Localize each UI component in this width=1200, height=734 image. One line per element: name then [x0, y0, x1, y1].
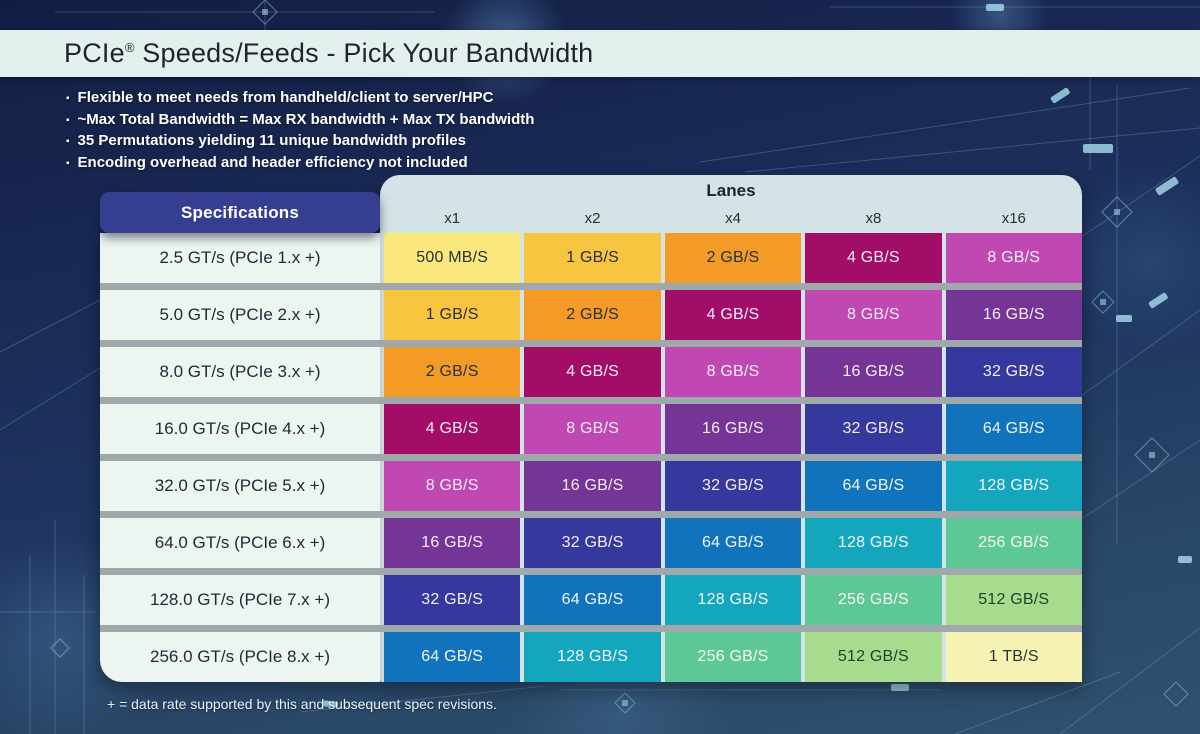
bandwidth-cell: 2 GB/S	[524, 290, 661, 340]
table-row: 8.0 GT/s (PCIe 3.x +) 2 GB/S 4 GB/S 8 GB/S 1…	[100, 347, 1082, 397]
lane-column-label: x2	[584, 209, 601, 227]
bandwidth-cell: 8 GB/S	[524, 404, 661, 454]
lane-column-label: x1	[444, 209, 461, 227]
lanes-header: Lanes	[706, 181, 756, 200]
table-row: 64.0 GT/s (PCIe 6.x +) 16 GB/S 32 GB/S 64 G…	[100, 518, 1082, 568]
bandwidth-cell: 8 GB/S	[384, 461, 521, 511]
bandwidth-cell: 128 GB/S	[945, 461, 1082, 511]
bandwidth-cell: 8 GB/S	[664, 347, 802, 397]
footnote: + = data rate supported by this and subs…	[107, 696, 497, 712]
bandwidth-cell: 64 GB/S	[664, 518, 802, 568]
bandwidth-cell: 32 GB/S	[384, 575, 521, 625]
bandwidth-cell: 256 GB/S	[805, 575, 942, 625]
bandwidth-cell: 1 GB/S	[384, 290, 521, 340]
bandwidth-cell: 16 GB/S	[524, 461, 661, 511]
bandwidth-cell: 1 GB/S	[524, 233, 661, 283]
table-row: 256.0 GT/s (PCIe 8.x +) 64 GB/S 128 GB/S 25…	[100, 632, 1082, 682]
registered-trademark-symbol: ®	[124, 40, 135, 55]
specifications-header: Specifications	[100, 192, 380, 233]
row-separator	[100, 397, 1082, 404]
bandwidth-cell: 2 GB/S	[664, 233, 802, 283]
table-row: 5.0 GT/s (PCIe 2.x +) 1 GB/S 2 GB/S 4 GB/S 8…	[100, 290, 1082, 340]
bandwidth-cell: 1 TB/S	[945, 632, 1082, 682]
row-separator	[100, 511, 1082, 518]
bandwidth-table: Lanes x1 x2 x4 x8 x16 Specifications 2.5 GT/…	[100, 175, 1082, 682]
spec-label: 32.0 GT/s (PCIe 5.x +)	[154, 476, 326, 495]
bandwidth-cell: 64 GB/S	[384, 632, 521, 682]
table-row: 32.0 GT/s (PCIe 5.x +) 8 GB/S 16 GB/S 32 GB…	[100, 461, 1082, 511]
bandwidth-cell: 64 GB/S	[524, 575, 661, 625]
spec-label: 128.0 GT/s (PCIe 7.x +)	[150, 590, 330, 609]
table-row: 2.5 GT/s (PCIe 1.x +) 500 MB/S 1 GB/S 2 GB/…	[100, 233, 1082, 283]
row-separator	[100, 625, 1082, 632]
row-separator	[100, 454, 1082, 461]
bandwidth-cell: 4 GB/S	[664, 290, 802, 340]
bandwidth-cell: 16 GB/S	[805, 347, 942, 397]
lane-labels-row: x1 x2 x4 x8 x16	[384, 206, 1082, 230]
bandwidth-cell: 4 GB/S	[805, 233, 942, 283]
bullet-item: Flexible to meet needs from handheld/cli…	[66, 88, 534, 110]
table-body: 2.5 GT/s (PCIe 1.x +) 500 MB/S 1 GB/S 2 GB/…	[100, 233, 1082, 682]
table-row: 16.0 GT/s (PCIe 4.x +) 4 GB/S 8 GB/S 16 GB/…	[100, 404, 1082, 454]
bandwidth-cell: 512 GB/S	[945, 575, 1082, 625]
bandwidth-cell: 512 GB/S	[805, 632, 942, 682]
bandwidth-cell: 16 GB/S	[945, 290, 1082, 340]
spec-label: 64.0 GT/s (PCIe 6.x +)	[154, 533, 326, 552]
bandwidth-cell: 2 GB/S	[384, 347, 521, 397]
bandwidth-cell: 64 GB/S	[945, 404, 1082, 454]
spec-label: 5.0 GT/s (PCIe 2.x +)	[159, 305, 321, 324]
page-title: PCIe® Speeds/Feeds - Pick Your Bandwidth	[64, 38, 594, 68]
lane-column-label: x16	[1001, 209, 1026, 227]
lane-column-label: x4	[725, 209, 741, 227]
bullet-list: Flexible to meet needs from handheld/cli…	[66, 88, 535, 175]
bandwidth-cell: 4 GB/S	[524, 347, 661, 397]
table-row: 128.0 GT/s (PCIe 7.x +) 32 GB/S 64 GB/S 128…	[100, 575, 1082, 625]
bandwidth-cell: 32 GB/S	[805, 404, 942, 454]
bandwidth-cell: 16 GB/S	[384, 518, 521, 568]
bullet-item: 35 Permutations yielding 11 unique bandw…	[66, 131, 534, 153]
bandwidth-cell: 32 GB/S	[524, 518, 661, 568]
bandwidth-cell: 256 GB/S	[664, 632, 802, 682]
bandwidth-cell: 32 GB/S	[945, 347, 1082, 397]
row-separator	[100, 283, 1082, 290]
bandwidth-cell: 32 GB/S	[664, 461, 802, 511]
lane-column-label: x8	[865, 209, 882, 227]
spec-label: 256.0 GT/s (PCIe 8.x +)	[150, 647, 330, 666]
row-separator	[100, 340, 1082, 347]
bandwidth-cell: 128 GB/S	[805, 518, 942, 568]
bullet-item: Encoding overhead and header efficiency …	[66, 153, 534, 175]
bandwidth-cell: 16 GB/S	[664, 404, 802, 454]
bandwidth-cell: 128 GB/S	[664, 575, 802, 625]
bandwidth-cell: 128 GB/S	[524, 632, 661, 682]
spec-label: 8.0 GT/s (PCIe 3.x +)	[159, 362, 321, 381]
bandwidth-cell: 256 GB/S	[945, 518, 1082, 568]
row-separator	[100, 568, 1082, 575]
bandwidth-cell: 4 GB/S	[384, 404, 521, 454]
spec-label: 16.0 GT/s (PCIe 4.x +)	[154, 419, 326, 438]
bandwidth-cell: 500 MB/S	[384, 233, 521, 283]
bandwidth-cell: 64 GB/S	[805, 461, 942, 511]
title-bar: PCIe® Speeds/Feeds - Pick Your Bandwidth	[0, 30, 1200, 77]
spec-label: 2.5 GT/s (PCIe 1.x +)	[159, 248, 321, 267]
bandwidth-cell: 8 GB/S	[805, 290, 942, 340]
bullet-item: ~Max Total Bandwidth = Max RX bandwidth …	[66, 110, 535, 132]
bandwidth-cell: 8 GB/S	[945, 233, 1082, 283]
